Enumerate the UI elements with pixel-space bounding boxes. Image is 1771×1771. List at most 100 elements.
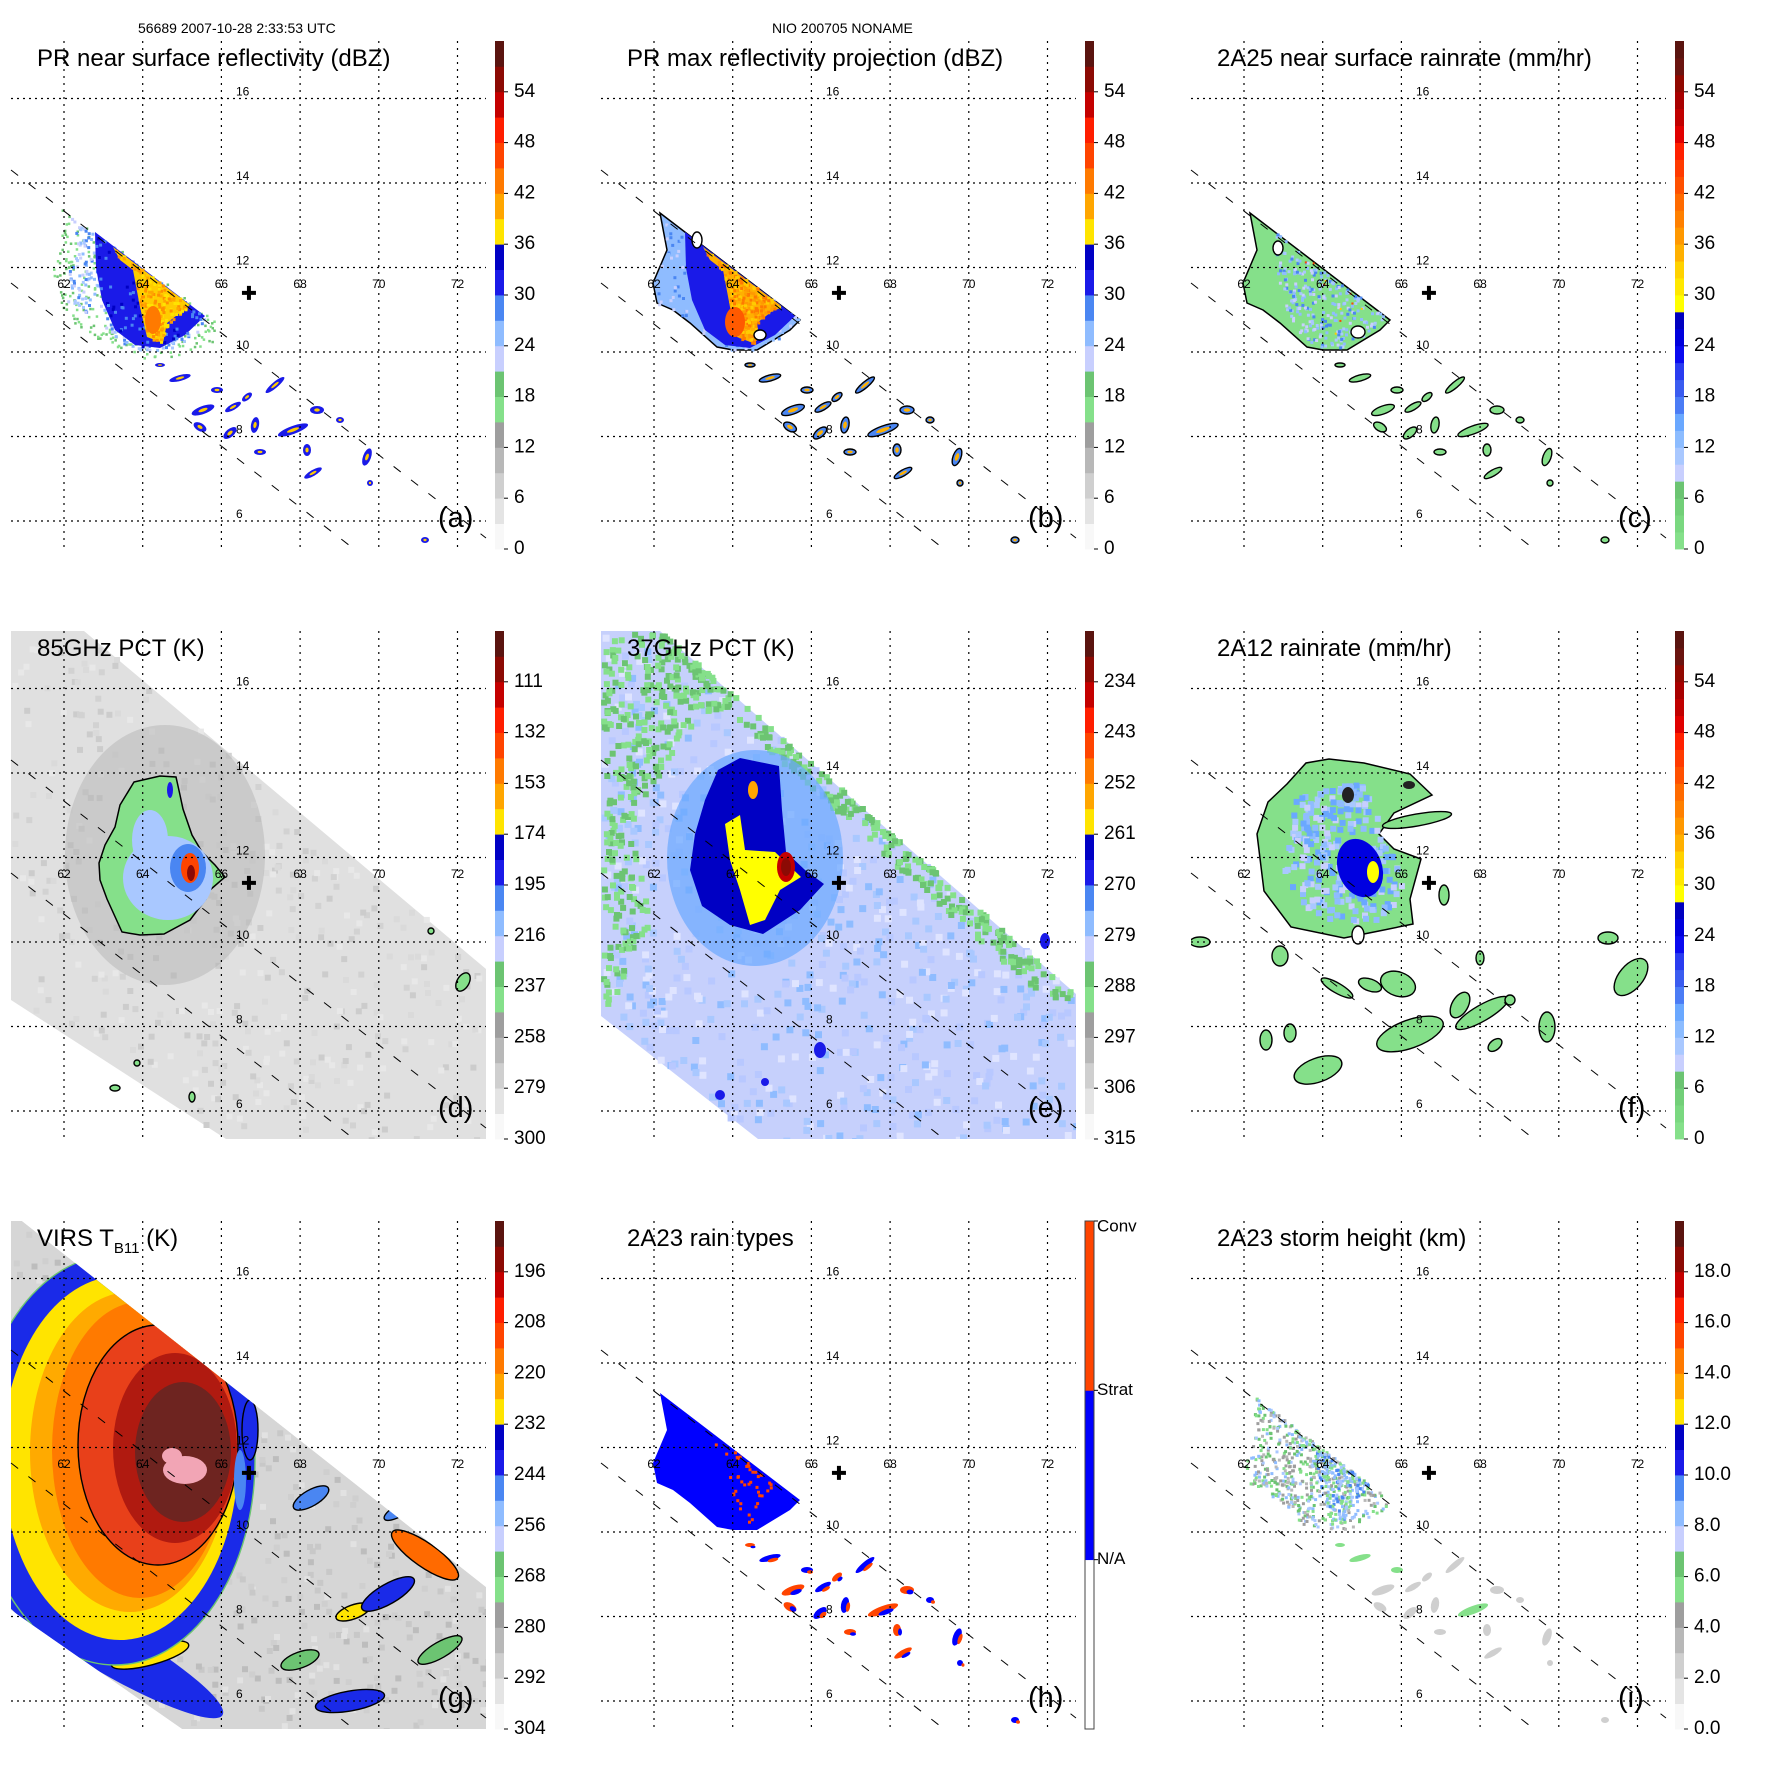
data-pixel xyxy=(1370,903,1377,910)
data-pixel xyxy=(653,744,660,751)
data-pixel xyxy=(1296,1499,1300,1502)
data-pixel xyxy=(1308,804,1315,811)
data-pixel xyxy=(1276,1494,1280,1498)
data-pixel xyxy=(677,955,685,963)
data-pixel xyxy=(833,799,840,806)
data-pixel xyxy=(762,296,766,300)
rain-cell xyxy=(725,307,745,337)
rain-cell xyxy=(286,427,300,433)
data-pixel xyxy=(641,1037,649,1045)
data-pixel xyxy=(1353,316,1357,320)
data-pixel xyxy=(967,909,974,916)
data-pixel xyxy=(175,313,179,316)
data-pixel xyxy=(601,867,608,874)
data-pixel xyxy=(1059,991,1066,998)
data-pixel xyxy=(685,309,689,313)
data-pixel xyxy=(77,320,81,324)
data-pixel xyxy=(644,924,651,931)
data-pixel xyxy=(1319,275,1323,279)
lat-tick-label: 6 xyxy=(1416,507,1423,521)
data-pixel xyxy=(889,834,896,841)
data-pixel xyxy=(343,1638,350,1645)
data-pixel xyxy=(1058,1012,1065,1020)
colorbar-segment xyxy=(1085,269,1094,296)
data-pixel xyxy=(1291,1496,1295,1500)
pr-swath-edge xyxy=(10,169,487,539)
data-pixel xyxy=(165,301,169,305)
data-pixel xyxy=(715,702,722,709)
data-pixel xyxy=(873,1041,881,1049)
data-pixel xyxy=(1306,1515,1310,1519)
data-pixel xyxy=(642,782,648,789)
data-pixel xyxy=(1327,1480,1331,1484)
colorbar-segment xyxy=(1085,986,1094,1013)
data-pixel xyxy=(161,327,165,331)
data-pixel xyxy=(664,656,671,663)
pr-swath-edge xyxy=(1190,169,1667,539)
panel-e: 62 64 66 68 70 72 16 14 12 10 8 6 37GHz PCT (K) (e) 31… xyxy=(590,590,1180,1180)
data-pixel xyxy=(624,820,632,828)
colorbar-segment xyxy=(495,1627,504,1654)
colorbar-segment xyxy=(1675,91,1684,110)
rain-cell xyxy=(1390,386,1404,394)
data-pixel xyxy=(663,712,671,720)
data-pixel xyxy=(677,297,681,301)
lat-tick-label: 14 xyxy=(826,759,840,773)
colorbar-segment xyxy=(1085,345,1094,372)
data-pixel xyxy=(644,673,651,680)
colorbar-tick-label: 24 xyxy=(1694,925,1716,946)
data-pixel xyxy=(815,1031,822,1039)
data-pixel xyxy=(750,306,754,309)
lon-tick-label: 64 xyxy=(136,1457,150,1471)
data-pixel xyxy=(79,323,83,326)
rain-cell xyxy=(198,407,208,413)
lon-tick-label: 62 xyxy=(57,867,71,881)
data-pixel xyxy=(297,1594,304,1600)
data-pixel xyxy=(916,859,922,866)
colorbar-segment xyxy=(1085,834,1094,860)
data-pixel xyxy=(257,1082,263,1089)
data-pixel xyxy=(75,858,82,865)
lon-tick-label: 66 xyxy=(215,867,229,881)
data-pixel xyxy=(1308,841,1315,848)
data-pixel xyxy=(1301,272,1305,276)
rain-cell xyxy=(847,450,853,454)
data-pixel xyxy=(95,315,99,318)
data-pixel xyxy=(264,974,271,981)
data-pixel xyxy=(657,292,661,296)
data-pixel xyxy=(169,309,173,313)
data-pixel xyxy=(46,793,52,799)
data-pixel xyxy=(983,919,990,926)
data-pixel xyxy=(1288,259,1292,263)
data-pixel xyxy=(373,982,380,988)
data-pixel xyxy=(755,311,759,315)
data-pixel xyxy=(908,1111,916,1119)
data-pixel xyxy=(744,705,751,712)
data-pixel xyxy=(82,306,85,309)
data-pixel xyxy=(1338,787,1345,794)
data-pixel xyxy=(770,298,774,302)
data-pixel xyxy=(1364,905,1370,912)
data-pixel xyxy=(140,283,144,287)
data-pixel xyxy=(1304,278,1307,282)
data-pixel xyxy=(18,669,25,676)
data-pixel xyxy=(973,1072,981,1080)
data-pixel xyxy=(112,662,119,669)
data-pixel xyxy=(1039,1091,1047,1099)
data-pixel xyxy=(1032,1053,1040,1061)
data-pixel xyxy=(842,1048,850,1056)
data-pixel xyxy=(627,721,634,728)
data-pixel xyxy=(934,1088,941,1096)
data-pixel xyxy=(722,698,729,704)
data-pixel xyxy=(967,1041,975,1049)
data-pixel xyxy=(1264,1455,1268,1459)
data-pixel xyxy=(705,701,712,708)
data-pixel xyxy=(805,768,812,775)
data-pixel xyxy=(782,980,790,988)
data-pixel xyxy=(757,293,761,297)
data-pixel xyxy=(120,305,124,309)
data-pixel xyxy=(91,232,95,236)
panel-title: PR near surface reflectivity (dBZ) xyxy=(37,45,390,72)
data-pixel xyxy=(724,748,732,756)
